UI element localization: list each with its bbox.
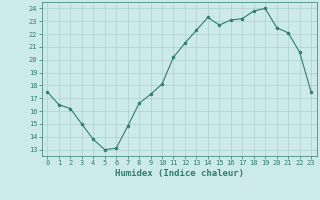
X-axis label: Humidex (Indice chaleur): Humidex (Indice chaleur) — [115, 169, 244, 178]
